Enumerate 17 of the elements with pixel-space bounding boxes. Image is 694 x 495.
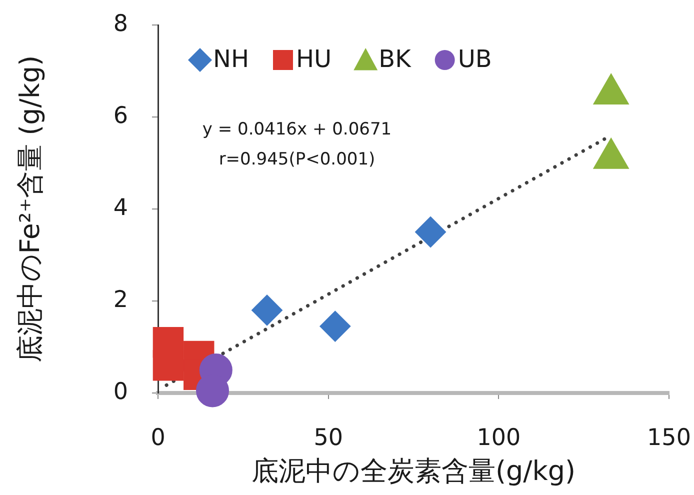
x-tick-label: 0 <box>150 424 166 451</box>
y-tick-label: 4 <box>113 194 128 221</box>
x-tick-label: 150 <box>647 424 691 451</box>
y-tick-label: 2 <box>113 286 128 313</box>
y-axis-title: 底泥中のFe²⁺含量 (g/kg) <box>15 55 46 363</box>
x-axis-title: 底泥中の全炭素含量(g/kg) <box>251 456 576 487</box>
y-tick-label: 0 <box>113 378 128 405</box>
x-tick-label: 100 <box>476 424 521 451</box>
y-tick-label: 6 <box>113 102 128 129</box>
y-tick-label: 8 <box>113 10 128 37</box>
legend-label: UB <box>458 45 492 74</box>
x-tick-label: 50 <box>314 424 343 451</box>
legend-label: NH <box>213 45 249 74</box>
legend-label: HU <box>296 45 332 74</box>
annotation: r=0.945(P<0.001) <box>218 149 376 170</box>
legend-label: BK <box>378 45 412 74</box>
annotation: y = 0.0416x + 0.0671 <box>202 119 392 140</box>
